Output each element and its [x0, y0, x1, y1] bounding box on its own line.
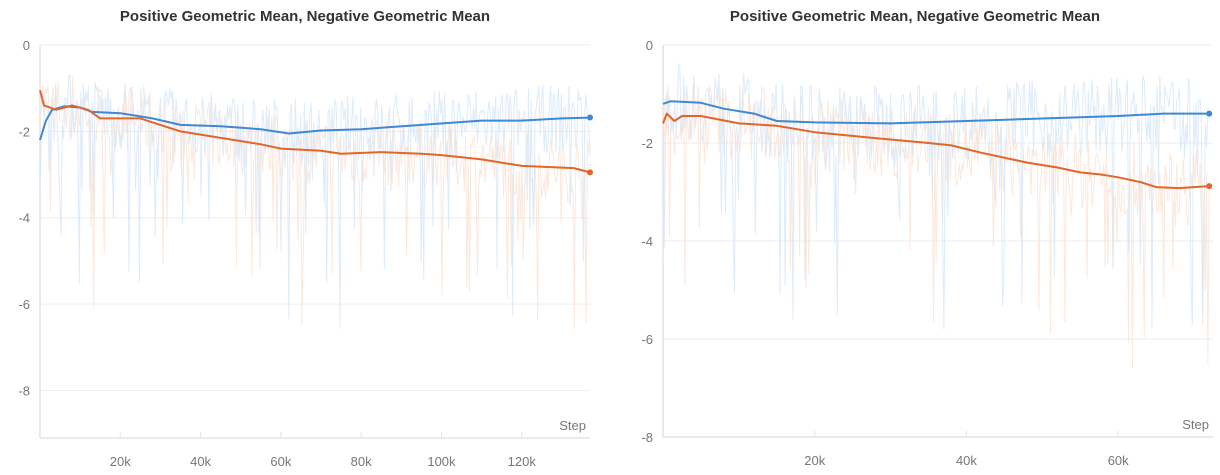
x-tick-label: 40k: [190, 454, 211, 469]
y-tick-label: 0: [23, 38, 30, 53]
y-tick-label: -6: [18, 297, 30, 312]
y-tick-label: -4: [18, 211, 30, 226]
series-end-point[interactable]: [587, 114, 593, 121]
series-line[interactable]: [39, 105, 591, 141]
y-tick-label: -4: [641, 234, 653, 249]
raw-series-trace: [39, 73, 591, 329]
series-line[interactable]: [39, 90, 591, 174]
x-tick-label: 40k: [956, 453, 977, 468]
y-tick-label: -2: [18, 124, 30, 139]
chart-left-plot: 0 -2 -4 -6 -8 20k 40k 60k 80k 100k 120k Step: [18, 38, 593, 469]
chart-right-plot: 0 -2 -4 -6 -8 20k 40k 60k Step: [641, 38, 1213, 468]
y-tick-label: -6: [641, 332, 653, 347]
x-tick-label: 60k: [270, 454, 291, 469]
y-tick-label: 0: [646, 38, 653, 53]
y-tick-label: -2: [641, 136, 653, 151]
series-end-point[interactable]: [587, 169, 593, 176]
y-tick-label: -8: [18, 383, 30, 398]
series-line[interactable]: [662, 112, 1210, 190]
x-tick-label: 120k: [508, 454, 537, 469]
x-tick-label: 60k: [1108, 453, 1129, 468]
x-axis-label: Step: [1182, 417, 1209, 432]
x-tick-label: 20k: [804, 453, 825, 468]
chart-title: Positive Geometric Mean, Negative Geomet…: [729, 8, 1101, 25]
series-line[interactable]: [662, 100, 1210, 125]
series-end-point[interactable]: [1206, 110, 1213, 117]
x-tick-label: 20k: [110, 454, 131, 469]
chart-title: Positive Geometric Mean, Negative Geomet…: [119, 8, 491, 25]
x-axis-label: Step: [559, 418, 586, 433]
chart-left: Positive Geometric Mean, Negative Geomet…: [18, 8, 593, 469]
raw-series-trace: [662, 62, 1210, 330]
chart-right: Positive Geometric Mean, Negative Geomet…: [610, 0, 1220, 475]
x-tick-label: 80k: [351, 454, 372, 469]
x-tick-label: 100k: [427, 454, 456, 469]
y-tick-label: -8: [641, 430, 653, 445]
series-end-point[interactable]: [1206, 183, 1213, 190]
